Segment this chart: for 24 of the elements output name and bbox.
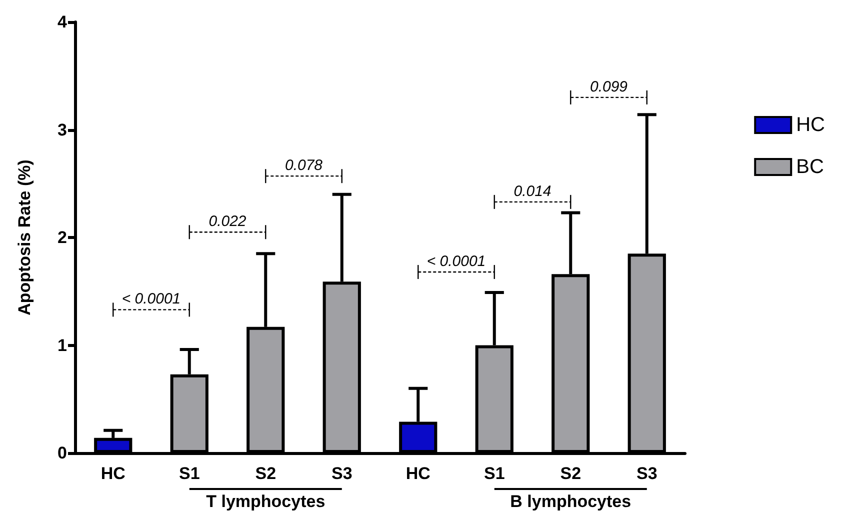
annotation: < 0.0001 bbox=[122, 290, 181, 308]
text: T lymphocytes bbox=[206, 492, 326, 511]
annotation: 0.014 bbox=[514, 182, 552, 200]
y-tick-label: 0 bbox=[58, 444, 67, 462]
y-tick-label: 3 bbox=[58, 120, 67, 140]
x-tick-label: S1 bbox=[484, 464, 505, 483]
x-tick-label: S2 bbox=[560, 464, 582, 483]
y-tick-label: 1 bbox=[58, 336, 67, 355]
x-tick-label: HC bbox=[406, 464, 430, 483]
annotation: 0.022 bbox=[208, 213, 247, 230]
x-tick-label: S1 bbox=[178, 464, 200, 483]
annotation: 0.078 bbox=[284, 157, 324, 174]
y-tick-label: 2 bbox=[58, 228, 67, 247]
annotation: < 0.0001 bbox=[426, 252, 486, 270]
y-axis-title: Apoptosis Rate (%) bbox=[15, 160, 34, 316]
x-tick-label: S3 bbox=[636, 464, 658, 483]
annotation: 0.099 bbox=[590, 78, 628, 96]
x-tick-label: HC bbox=[100, 464, 126, 483]
text: B lymphocytes bbox=[510, 492, 632, 511]
legend-label: BC bbox=[796, 156, 824, 178]
legend-label: HC bbox=[796, 114, 826, 136]
y-tick-label: 4 bbox=[58, 12, 68, 32]
x-tick-label: S3 bbox=[331, 464, 352, 483]
x-tick-label: S2 bbox=[255, 464, 276, 483]
